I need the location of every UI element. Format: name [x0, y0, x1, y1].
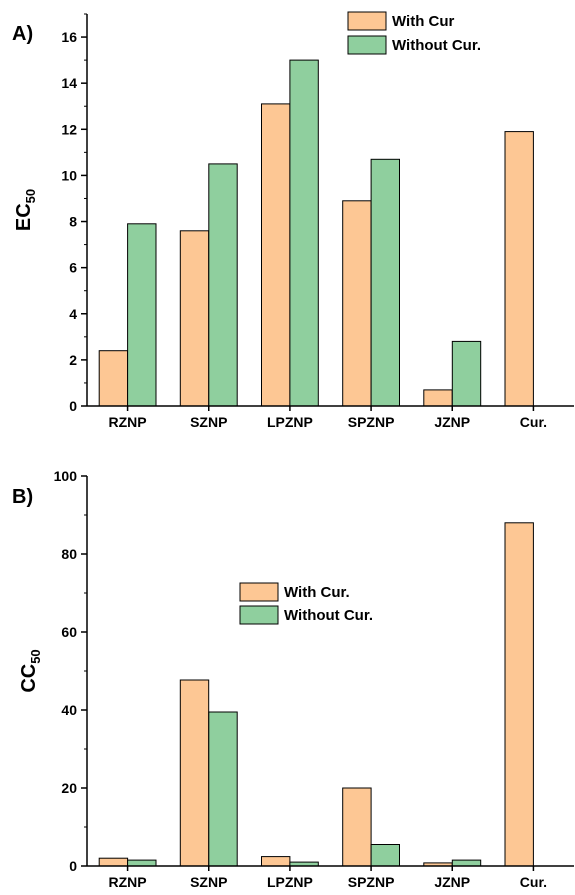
legend: With Cur. Without Cur. — [239, 582, 373, 625]
bar-with-cur-sznp — [179, 679, 210, 867]
x-tick-label: JZNP — [434, 414, 470, 430]
y-tick-label: 10 — [61, 167, 77, 183]
chart-panel-b: B) CC50 0 20 40 60 80 100 RZNP SZNP LPZNP SPZNP JZNP… — [12, 468, 574, 890]
x-tick-label: SZNP — [190, 414, 227, 430]
y-axis-label-subscript: 50 — [23, 189, 38, 203]
bar-with-cur-lpznp — [261, 103, 291, 407]
x-tick-label: SZNP — [190, 874, 227, 890]
panel-label: B) — [12, 486, 33, 508]
legend-label-without-cur: Without Cur. — [284, 607, 373, 624]
bar-without-cur-spznp — [370, 844, 401, 867]
x-tick-label: JZNP — [434, 874, 470, 890]
legend-swatch-without-cur — [347, 35, 387, 55]
bar-with-cur-spznp — [342, 787, 372, 867]
bar-without-cur-jznp — [451, 340, 482, 407]
bar-with-cur-cur — [504, 131, 534, 407]
bar-without-cur-sznp — [208, 711, 238, 867]
bar-without-cur-rznp — [127, 223, 157, 407]
y-tick-label: 14 — [61, 75, 77, 91]
y-axis-label-main: CC — [18, 664, 40, 693]
y-axis-label: EC50 — [13, 189, 38, 231]
y-axis-label-main: EC — [13, 203, 35, 231]
x-tick-label: LPZNP — [267, 414, 313, 430]
bar-with-cur-sznp — [179, 230, 210, 407]
y-tick-label: 60 — [61, 624, 77, 640]
bar-with-cur-rznp — [98, 857, 129, 867]
y-tick-label: 20 — [61, 780, 77, 796]
y-tick-label: 100 — [54, 468, 78, 484]
y-tick-label: 0 — [69, 858, 77, 874]
bar-with-cur-lpznp — [261, 856, 291, 867]
bar-with-cur-spznp — [342, 200, 372, 407]
bar-without-cur-lpznp — [289, 59, 319, 407]
x-tick-label: SPZNP — [348, 414, 395, 430]
y-tick-label: 40 — [61, 702, 77, 718]
y-tick-label: 12 — [61, 121, 77, 137]
y-tick-label: 80 — [61, 546, 77, 562]
y-tick-label: 8 — [69, 214, 77, 230]
bar-without-cur-spznp — [370, 158, 401, 407]
x-tick-label: RZNP — [109, 414, 147, 430]
bar-without-cur-rznp — [127, 859, 157, 867]
legend-swatch-with-cur — [239, 582, 279, 602]
x-tick-label: LPZNP — [267, 874, 313, 890]
x-tick-label: Cur. — [520, 414, 547, 430]
y-axis-label: CC50 — [18, 649, 43, 692]
x-tick-label: RZNP — [109, 874, 147, 890]
y-tick-label: 16 — [61, 29, 77, 45]
x-tick-label: Cur. — [520, 874, 547, 890]
y-tick-label: 4 — [69, 306, 77, 322]
chart-panel-a: A) EC50 0 2 4 6 8 10 12 14 16 RZNP SZNP LPZNP SPZNP JZN… — [12, 11, 574, 430]
y-tick-label: 2 — [69, 352, 77, 368]
legend-swatch-with-cur — [347, 11, 387, 31]
y-tick-label: 6 — [69, 260, 77, 276]
legend-swatch-without-cur — [239, 605, 279, 625]
bar-without-cur-jznp — [451, 859, 482, 867]
legend-label-with-cur: With Cur. — [284, 584, 350, 601]
bar-without-cur-sznp — [208, 163, 238, 407]
bar-with-cur-rznp — [98, 350, 129, 407]
legend: With Cur Without Cur. — [347, 11, 481, 55]
legend-label-with-cur: With Cur — [392, 13, 455, 30]
legend-label-without-cur: Without Cur. — [392, 37, 481, 54]
x-tick-label: SPZNP — [348, 874, 395, 890]
bar-with-cur-jznp — [423, 389, 453, 407]
bar-with-cur-cur — [504, 522, 534, 867]
panel-label: A) — [12, 23, 33, 45]
y-tick-label: 0 — [69, 398, 77, 414]
y-axis-label-subscript: 50 — [28, 649, 43, 663]
